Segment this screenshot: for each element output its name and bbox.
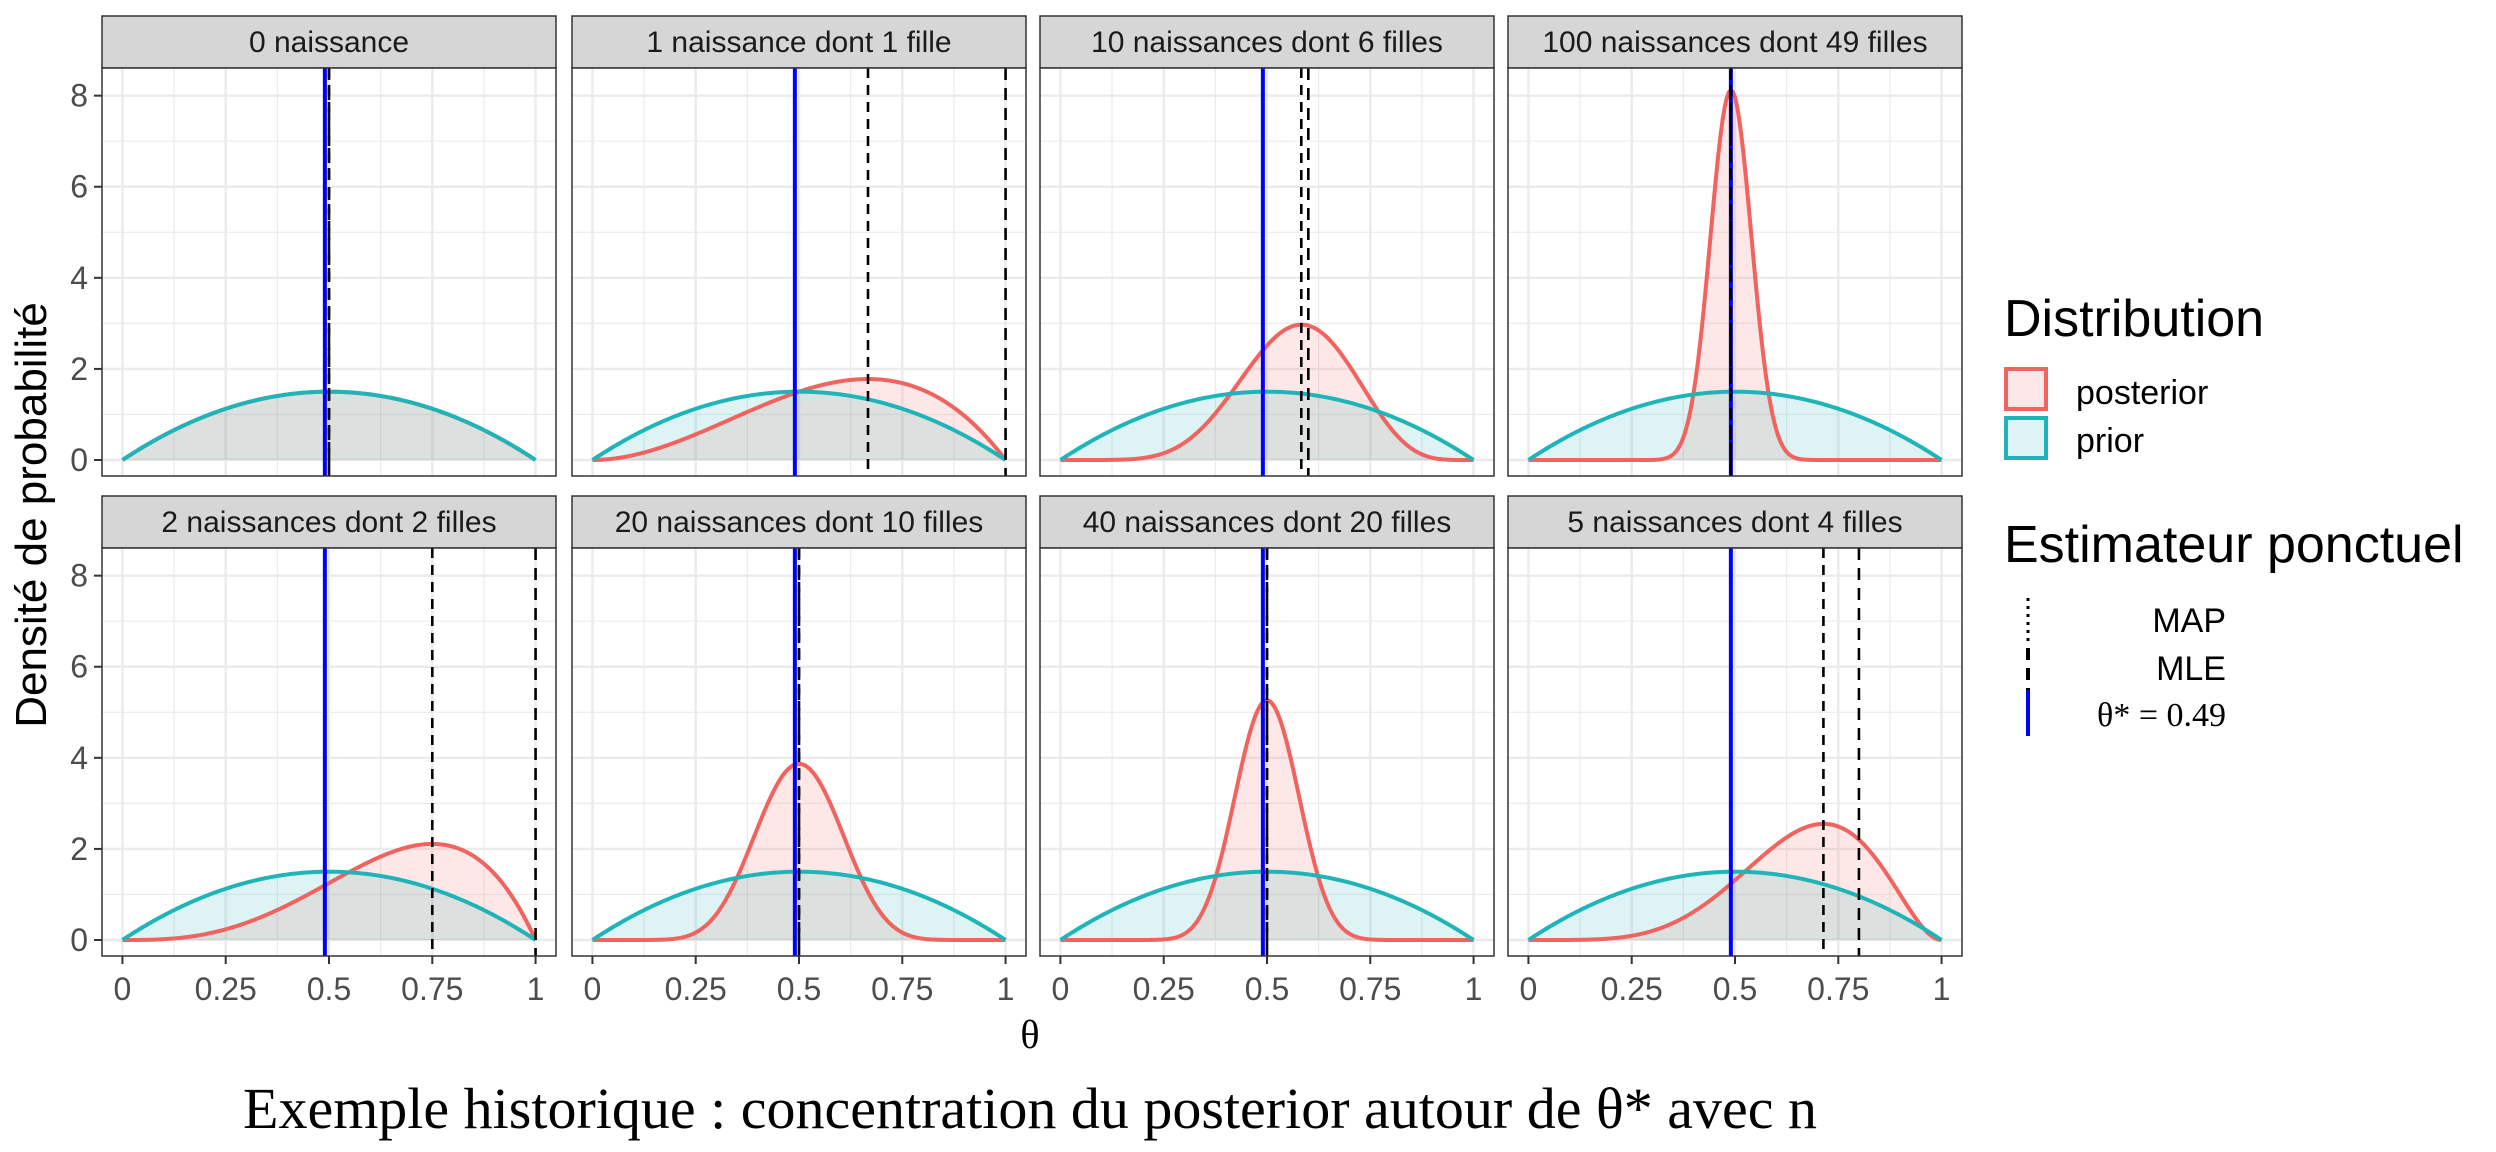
- posterior-area: [1528, 90, 1942, 460]
- facet-strip: [101, 495, 557, 549]
- posterior-area: [122, 843, 536, 940]
- x-tick-label: 0.5: [307, 971, 351, 1007]
- x-tick-label: 0.75: [1339, 971, 1401, 1007]
- facet-title: 20 naissances dont 10 filles: [615, 506, 984, 539]
- facet-strip: [571, 495, 1027, 549]
- posterior-curve: [1060, 698, 1474, 942]
- prior-curve: [1059, 389, 1475, 462]
- legend-label-theta-star: θ* = 0.49: [2097, 697, 2226, 734]
- facet-title: 2 naissances dont 2 filles: [161, 506, 496, 539]
- x-tick-label: 1: [1933, 971, 1951, 1007]
- y-tick-label: 4: [70, 740, 88, 776]
- x-tick-label: 0.5: [1245, 971, 1289, 1007]
- posterior-curve: [1060, 322, 1474, 462]
- facet-title: 0 naissance: [249, 26, 409, 59]
- y-tick-label: 6: [70, 169, 88, 205]
- x-tick-label: 0.5: [777, 971, 821, 1007]
- y-tick-label: 8: [70, 78, 88, 114]
- posterior-curve: [1528, 87, 1942, 462]
- y-tick-label: 0: [70, 922, 88, 958]
- panel-border: [101, 67, 557, 477]
- panel-border: [1039, 67, 1495, 477]
- panels-layer: 0 naissance 1 naissance dont 1 fille 10 na…: [101, 15, 1963, 957]
- facet-panel: 20 naissances dont 10 filles: [571, 495, 1027, 957]
- x-tick-label: 0.25: [1133, 971, 1195, 1007]
- posterior-curve: [592, 761, 1006, 942]
- legend-label-posterior: posterior: [2076, 374, 2208, 412]
- legend-estimator-title: Estimateur ponctuel: [2004, 516, 2464, 574]
- facet-panel: 5 naissances dont 4 filles: [1507, 495, 1963, 957]
- facet-panel: 10 naissances dont 6 filles: [1039, 15, 1495, 477]
- x-tick-label: 0.25: [1601, 971, 1663, 1007]
- x-tick-label: 0.25: [195, 971, 257, 1007]
- prior-curve: [121, 869, 537, 942]
- facet-title: 5 naissances dont 4 filles: [1567, 506, 1902, 539]
- y-axis-title: Densité de probabilité: [7, 302, 56, 728]
- legend-label-map: MAP: [2152, 602, 2226, 640]
- axes-layer: 0 2 4 6 8 0 2 4 6 8 0 0.25 0.5 0.75 1 0 0.25 0.5 0.75 1 0 0.2…: [70, 78, 1950, 1007]
- facet-panel: 0 naissance: [101, 15, 557, 477]
- posterior-curve: [122, 841, 538, 942]
- legend-label-mle: MLE: [2156, 650, 2226, 688]
- legend-key-prior: [2004, 416, 2048, 460]
- prior-curve: [591, 389, 1007, 462]
- y-tick-label: 4: [70, 260, 88, 296]
- y-tick-label: 2: [70, 351, 88, 387]
- panel-border: [571, 67, 1027, 477]
- chart-caption: Exemple historique : concentration du po…: [243, 1076, 1817, 1141]
- prior-curve: [1527, 389, 1943, 462]
- facet-strip: [1507, 495, 1963, 549]
- x-tick-label: 1: [527, 971, 545, 1007]
- legend-distribution-title: Distribution: [2004, 290, 2264, 348]
- facet-title: 1 naissance dont 1 fille: [646, 26, 951, 59]
- prior-area: [1060, 391, 1474, 460]
- legend-label-prior: prior: [2076, 422, 2144, 460]
- prior-area: [1528, 391, 1942, 460]
- facet-panel: 100 naissances dont 49 filles: [1507, 15, 1963, 477]
- legend-key-posterior: [2004, 367, 2048, 411]
- facet-title: 10 naissances dont 6 filles: [1091, 26, 1443, 59]
- prior-area: [1528, 871, 1942, 940]
- y-tick-label: 8: [70, 558, 88, 594]
- facet-panel: 2 naissances dont 2 filles: [101, 495, 557, 957]
- prior-area: [592, 391, 1006, 460]
- x-tick-label: 0: [1052, 971, 1070, 1007]
- x-tick-label: 0: [584, 971, 602, 1007]
- x-tick-label: 0.25: [665, 971, 727, 1007]
- facet-panel: 40 naissances dont 20 filles: [1039, 495, 1495, 957]
- facet-title: 40 naissances dont 20 filles: [1083, 506, 1452, 539]
- y-tick-label: 6: [70, 649, 88, 685]
- x-tick-label: 0.75: [401, 971, 463, 1007]
- facet-strip: [101, 15, 557, 69]
- x-tick-label: 0.75: [1807, 971, 1869, 1007]
- y-tick-label: 2: [70, 831, 88, 867]
- posterior-curve: [1528, 821, 1942, 942]
- x-tick-label: 0.5: [1713, 971, 1757, 1007]
- prior-curve: [1527, 869, 1943, 942]
- posterior-area: [592, 379, 1006, 460]
- x-axis-title: θ: [1020, 1012, 1039, 1057]
- x-tick-label: 0.75: [871, 971, 933, 1007]
- panel-border: [1507, 67, 1963, 477]
- y-tick-label: 0: [70, 442, 88, 478]
- x-tick-label: 0: [114, 971, 132, 1007]
- facet-strip: [1507, 15, 1963, 69]
- facet-title: 100 naissances dont 49 filles: [1542, 26, 1927, 59]
- x-tick-label: 1: [997, 971, 1015, 1007]
- facet-strip: [1039, 15, 1495, 69]
- facet-panel: 1 naissance dont 1 fille: [571, 15, 1027, 477]
- x-tick-label: 0: [1520, 971, 1538, 1007]
- x-tick-label: 1: [1465, 971, 1483, 1007]
- legend: Distribution posterior prior Estimateur …: [2004, 290, 2464, 736]
